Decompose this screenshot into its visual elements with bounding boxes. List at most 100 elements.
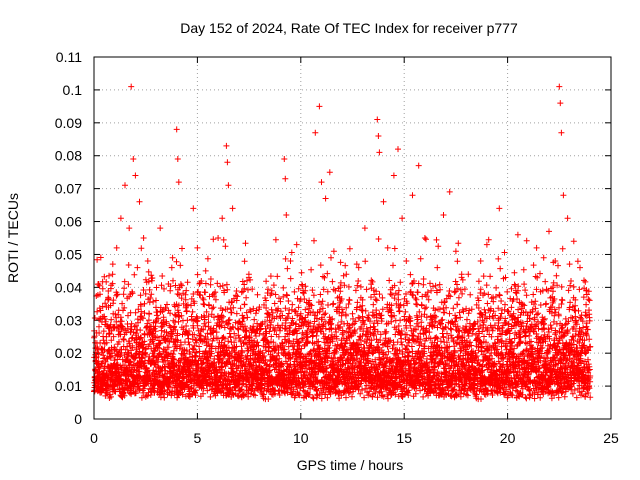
data-point — [421, 235, 428, 241]
data-point — [120, 307, 126, 314]
data-point — [395, 146, 401, 153]
data-point — [144, 258, 151, 264]
data-point — [146, 327, 153, 334]
data-point — [318, 179, 325, 186]
data-point — [355, 264, 362, 271]
x-tick-labels: 0 5 10 15 20 25 — [90, 430, 619, 446]
data-point — [174, 156, 181, 162]
x-tick-label: 0 — [90, 430, 98, 446]
x-axis-title: GPS time / hours — [297, 457, 404, 473]
data-point — [148, 277, 155, 284]
data-point — [368, 281, 375, 288]
data-point — [508, 314, 515, 320]
data-point — [122, 182, 128, 189]
x-tick-label: 25 — [603, 430, 619, 446]
data-point — [142, 290, 149, 297]
data-point — [546, 228, 552, 235]
data-point — [250, 346, 257, 353]
data-point — [237, 323, 244, 330]
data-point — [99, 314, 106, 320]
y-tick-label: 0.02 — [55, 345, 82, 361]
x-tick-label: 20 — [500, 430, 516, 446]
data-point — [375, 133, 382, 139]
y-tick-label: 0.1 — [63, 82, 83, 98]
data-point — [175, 179, 182, 186]
data-point — [527, 323, 534, 330]
data-point — [282, 175, 289, 182]
data-point — [223, 142, 230, 149]
data-point — [293, 241, 300, 248]
y-tick-label: 0.11 — [56, 49, 82, 65]
data-point — [374, 116, 381, 123]
y-tick-label: 0.05 — [55, 246, 82, 262]
data-point — [299, 337, 306, 343]
data-point — [134, 264, 141, 271]
data-point — [151, 353, 157, 360]
data-point — [111, 323, 118, 330]
x-tick-label: 10 — [293, 430, 309, 446]
data-point — [215, 235, 222, 241]
data-point — [428, 287, 435, 294]
data-point — [126, 225, 133, 232]
data-point — [224, 159, 231, 166]
data-point — [109, 271, 116, 278]
data-point — [490, 294, 497, 301]
data-point — [101, 363, 108, 370]
data-point — [262, 330, 269, 337]
y-tick-label: 0.06 — [55, 214, 82, 230]
data-point — [165, 307, 172, 314]
data-point — [136, 198, 143, 205]
data-point — [115, 366, 122, 373]
y-tick-label: 0.01 — [55, 378, 82, 394]
data-point — [343, 271, 350, 278]
data-point-cluster — [91, 236, 594, 403]
data-point — [287, 258, 294, 264]
data-point — [306, 297, 313, 304]
data-point — [153, 297, 159, 304]
data-point — [556, 83, 563, 90]
data-point — [117, 215, 124, 222]
data-point — [198, 314, 205, 320]
data-point — [502, 274, 509, 281]
plot-frame — [93, 56, 612, 420]
data-point — [233, 297, 240, 304]
y-tick-label: 0.08 — [55, 148, 82, 164]
y-tick-label: 0.07 — [55, 181, 82, 197]
data-point — [95, 346, 102, 353]
data-point — [194, 244, 201, 251]
data-point — [130, 156, 137, 162]
data-point — [256, 304, 263, 311]
data-point — [452, 248, 459, 255]
data-point — [113, 244, 120, 251]
data-point — [459, 290, 466, 297]
data-point — [390, 172, 397, 179]
data-point — [132, 172, 139, 179]
data-point — [229, 205, 236, 212]
data-point — [577, 264, 583, 271]
data-point — [560, 192, 567, 199]
data-point — [446, 188, 453, 195]
y-tick-label: 0.09 — [55, 115, 82, 131]
data-point — [157, 225, 164, 232]
data-point — [103, 333, 110, 340]
chart-title: Day 152 of 2024, Rate Of TEC Index for r… — [180, 20, 518, 36]
data-point — [322, 195, 329, 202]
data-point — [206, 343, 213, 350]
data-point — [107, 353, 114, 360]
data-point — [409, 192, 416, 199]
data-point — [281, 156, 288, 162]
data-point — [539, 287, 546, 294]
data-point — [587, 343, 594, 350]
data-point — [434, 264, 441, 271]
data-point — [173, 126, 180, 133]
data-point — [399, 215, 406, 222]
data-point — [186, 356, 193, 363]
data-point — [471, 320, 478, 327]
data-point — [161, 337, 168, 343]
data-point — [564, 215, 571, 222]
data-point — [384, 244, 391, 251]
data-point — [169, 254, 176, 261]
data-point — [316, 103, 323, 110]
x-tick-label: 15 — [396, 430, 412, 446]
